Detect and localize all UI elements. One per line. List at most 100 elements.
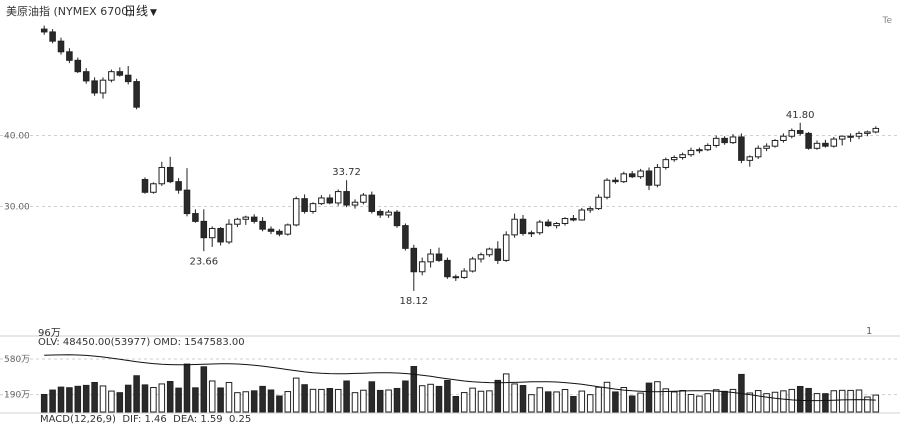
volume-bar-down [301, 384, 308, 413]
volume-bar-down [721, 390, 728, 413]
candle-down [40, 28, 48, 33]
volume-bar-up [847, 389, 854, 413]
volume-bar-down [49, 389, 56, 413]
volume-bar-up [158, 383, 166, 413]
candle-up [855, 132, 863, 137]
macd-value: 0.25 [228, 414, 252, 425]
candle-down [645, 170, 653, 186]
price-tick-label: 40.00 [4, 132, 30, 142]
candle-up [385, 211, 392, 216]
candle-down [200, 220, 208, 239]
volume-bar-up [687, 393, 695, 413]
candle-up [687, 149, 695, 156]
volume-bar-up [334, 388, 342, 413]
candle-up [351, 201, 359, 206]
candle-up [838, 135, 846, 140]
candle-up [334, 191, 342, 204]
candle-down [738, 136, 745, 161]
volume-bar-up [108, 390, 115, 413]
volume-bar-up [712, 389, 720, 413]
candle-up [561, 218, 569, 225]
volume-bar-up [696, 395, 703, 413]
volume-bar-up [511, 383, 518, 413]
volume-bar-down [452, 396, 460, 413]
volume-bar-up [284, 391, 292, 413]
volume-bar-up [418, 385, 426, 413]
candle-down [452, 276, 460, 279]
corner-mark: Te [882, 16, 892, 26]
volume-bar-down [494, 379, 502, 413]
volume-bar-down [166, 381, 174, 413]
candle-up [318, 197, 325, 205]
candle-down [796, 130, 804, 134]
candle-up [158, 166, 166, 185]
volume-bar-down [628, 395, 636, 413]
candle-up [771, 139, 779, 147]
volume-bar-up [679, 390, 686, 413]
candle-up [225, 223, 233, 243]
candle-down [494, 248, 502, 261]
volume-bar-up [578, 390, 586, 413]
volume-bar-up [309, 388, 317, 413]
candle-up [637, 170, 644, 178]
candle-up [729, 136, 737, 144]
volume-bar-down [822, 393, 829, 413]
volume-bar-up [620, 386, 628, 413]
volume-bar-down [183, 363, 191, 413]
volume-bar-up [460, 392, 468, 413]
price-tick-label: 30.00 [4, 202, 30, 212]
volume-bar-down [796, 385, 804, 413]
volume-bar-up [234, 392, 241, 413]
volume-bar-up [771, 391, 779, 413]
candle-up [788, 130, 796, 137]
volume-bar-up [502, 373, 510, 413]
candle-up [536, 221, 544, 234]
chart-header: 美原油指 (NYMEX 6700) 日线 ▼ [0, 0, 900, 20]
candle-up [746, 156, 754, 161]
volume-bar-down [74, 385, 82, 413]
volume-bar-up [586, 394, 594, 413]
candle-up [108, 71, 115, 81]
period-label: 日线 [124, 4, 149, 18]
candle-down [435, 253, 443, 261]
candle-down [82, 71, 90, 82]
volume-bar-down [192, 387, 199, 413]
volume-bar-down [645, 382, 653, 413]
candle-up [502, 234, 510, 261]
volume-bar-up [595, 386, 602, 413]
volume-bar-up [99, 385, 107, 413]
volume-bar-up [150, 386, 157, 413]
volume-bar-up [763, 393, 770, 413]
candle-down [444, 259, 451, 278]
candle-down [393, 211, 401, 227]
price-annotation: 18.12 [399, 296, 428, 307]
volume-unit-label: 96万 [38, 328, 61, 339]
volume-bar-up [838, 389, 846, 413]
volume-bar-down [141, 384, 149, 413]
candle-down [166, 166, 174, 183]
candle-up [754, 147, 762, 158]
volume-bar-up [670, 391, 678, 413]
volume-bar-up [561, 389, 569, 413]
volume-bar-down [376, 389, 384, 413]
candle-down [57, 40, 65, 53]
period-selector[interactable]: 日线 ▼ [124, 2, 157, 19]
candle-up [712, 137, 720, 146]
candle-up [427, 253, 434, 263]
candle-down [66, 51, 73, 61]
candle-down [183, 189, 191, 215]
candle-up [670, 157, 678, 161]
candle-down [74, 59, 82, 73]
macd-dif: DIF: 1.46 [122, 414, 167, 425]
volume-bar-down [91, 381, 98, 413]
volume-bar-up [746, 392, 754, 413]
candle-down [805, 132, 812, 149]
price-annotation: 23.66 [189, 256, 218, 267]
candle-up [99, 79, 107, 94]
candle-down [822, 142, 829, 147]
macd-legend: MACD(12,26,9) DIF: 1.46 DEA: 1.59 0.25 [40, 414, 251, 425]
candle-up [586, 208, 594, 211]
candle-down [267, 228, 275, 232]
candle-up [360, 194, 367, 203]
